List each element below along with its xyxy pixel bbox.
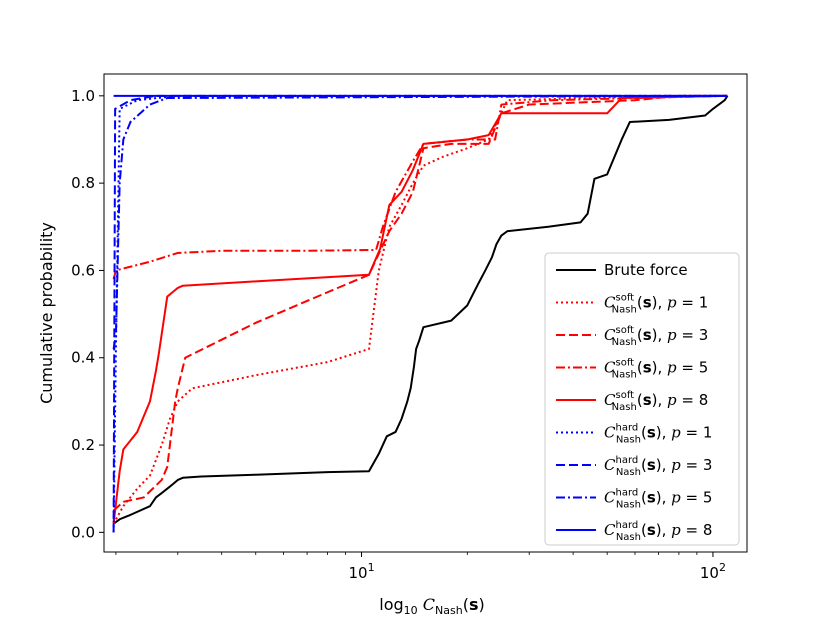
- x-axis: 101 102: [115, 552, 726, 582]
- y-axis: 0.0 0.2 0.4 0.6 0.8 1.0: [71, 87, 104, 541]
- legend: Brute force Csoft Nash(s), p = 1 Csoft Nash(…: [544, 252, 740, 546]
- legend-label-0: Brute force: [604, 261, 688, 279]
- y-tick-label: 0.6: [71, 261, 95, 279]
- legend-frame: [544, 252, 740, 546]
- legend-label-1: Csoft Nash(s), p = 1: [604, 293, 708, 316]
- legend-label-3: Csoft Nash(s), p = 5: [604, 358, 708, 381]
- x-tick-label: 101: [348, 561, 374, 582]
- legend-label-5: Chard Nash(s), p = 1: [604, 423, 712, 446]
- y-axis-label: Cumulative probability: [37, 222, 56, 404]
- series-line-7: [112, 94, 728, 350]
- y-tick-label: 0.8: [71, 174, 95, 192]
- legend-label-7: Chard Nash(s), p = 5: [604, 488, 712, 511]
- y-tick-label: 1.0: [71, 87, 95, 105]
- legend-label-8: Chard Nash(s), p = 8: [604, 520, 712, 543]
- series-line-0: [113, 95, 729, 525]
- x-axis-label: log10 CNash(s): [379, 595, 484, 617]
- y-tick-label: 0.2: [71, 436, 95, 454]
- legend-label-6: Chard Nash(s), p = 3: [604, 455, 712, 478]
- y-tick-label: 0.4: [71, 349, 95, 367]
- plot-frame: [103, 73, 748, 553]
- y-tick-label: 0.0: [71, 523, 95, 541]
- x-tick-label: 102: [700, 561, 726, 582]
- legend-label-2: Csoft Nash(s), p = 3: [604, 325, 708, 348]
- series-line-4: [112, 94, 728, 524]
- legend-label-4: Csoft Nash(s), p = 8: [604, 390, 708, 413]
- series-layer: [112, 94, 729, 533]
- series-line-3: [112, 94, 728, 280]
